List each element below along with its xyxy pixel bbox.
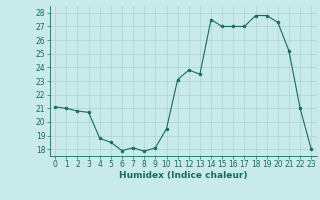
X-axis label: Humidex (Indice chaleur): Humidex (Indice chaleur) bbox=[119, 171, 247, 180]
